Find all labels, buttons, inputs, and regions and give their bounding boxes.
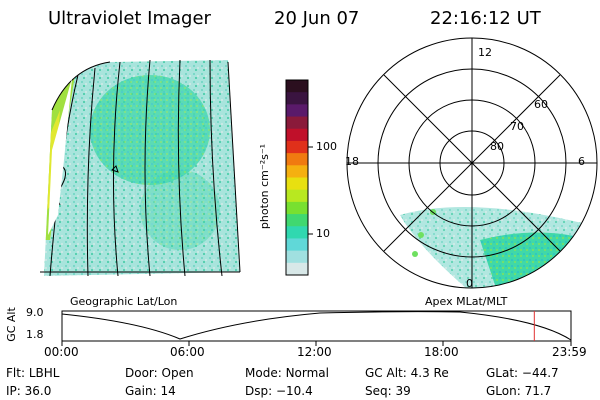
colorbar-segment [286,238,308,252]
glon-readout: GLon: 71.7 [486,384,552,398]
mlat-label-60: 60 [534,98,548,111]
altitude-y-min: 1.8 [26,328,44,341]
mlt-label-0: 0 [466,277,473,290]
colorbar-unit-label: photon cm⁻²s⁻¹ [258,143,272,230]
time-label: 22:16:12 UT [430,8,541,29]
colorbar-tick-10: 10 [316,227,330,240]
ip-readout: IP: 36.0 [6,384,52,398]
colorbar-segment [286,189,308,203]
colorbar-segment [286,92,308,105]
date-label: 20 Jun 07 [274,8,360,29]
geographic-panel-label: Geographic Lat/Lon [70,295,178,308]
colorbar-segment [286,262,308,276]
polar-map [346,37,598,289]
colorbar-segment [286,153,308,166]
mlt-label-18: 18 [345,155,359,168]
altitude-x-tick-2359: 23:59 [552,345,587,359]
glat-readout: GLat: −44.7 [486,366,559,380]
colorbar-segment [286,128,308,142]
colorbar-segment [286,214,308,227]
colorbar-segment [286,116,308,130]
colorbar-segment [286,201,308,215]
altitude-x-tick-0600: 06:00 [170,345,205,359]
dsp-readout: Dsp: −10.4 [245,384,313,398]
altitude-plot [61,310,572,346]
colorbar-segment [286,177,308,191]
instrument-title: Ultraviolet Imager [48,8,211,29]
seq-readout: Seq: 39 [365,384,411,398]
altitude-x-tick-1200: 12:00 [297,345,332,359]
mlt-label-12: 12 [478,46,492,59]
gain-readout: Gain: 14 [125,384,176,398]
mlat-label-80: 80 [490,140,504,153]
mlat-label-70: 70 [510,120,524,133]
colorbar-segment [286,80,308,93]
altitude-y-title: GC Alt [4,307,18,342]
mode-readout: Mode: Normal [245,366,329,380]
altitude-x-tick-1800: 18:00 [424,345,459,359]
filter-readout: Flt: LBHL [6,366,60,380]
colorbar-segment [286,226,308,239]
mlt-label-6: 6 [578,155,585,168]
altitude-x-tick-0000: 00:00 [44,345,79,359]
colorbar-segment [286,104,308,118]
gcalt-readout: GC Alt: 4.3 Re [365,366,449,380]
altitude-y-max: 9.0 [26,306,44,319]
apex-panel-label: Apex MLat/MLT [425,295,508,308]
colorbar [286,80,308,276]
door-readout: Door: Open [125,366,194,380]
colorbar-segment [286,165,308,178]
colorbar-segment [286,250,308,264]
lat-lon-grid [40,59,241,277]
colorbar-tick-100: 100 [316,140,337,153]
colorbar-segment [286,140,308,154]
